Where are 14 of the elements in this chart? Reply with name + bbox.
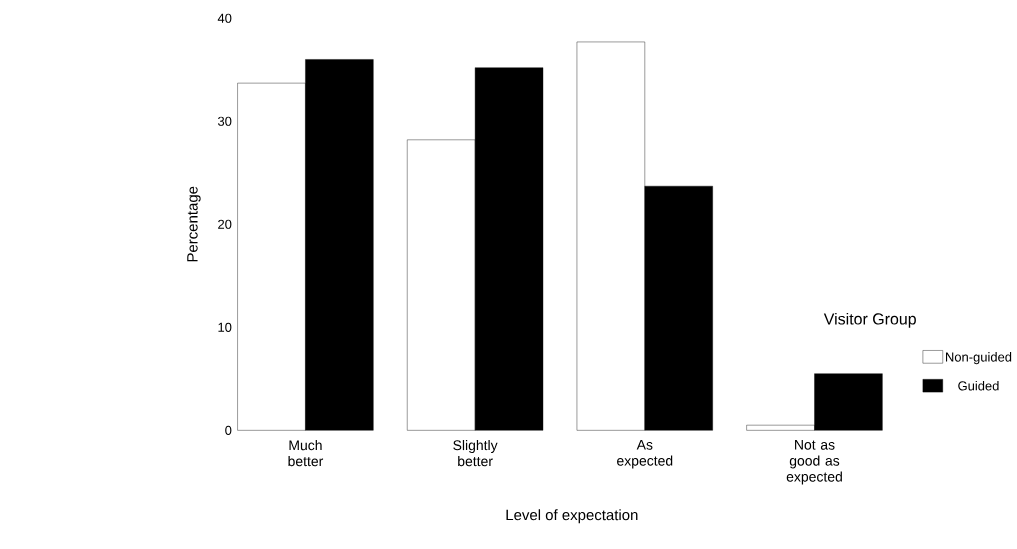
- y-tick-label: 30: [217, 116, 232, 126]
- x-axis-title: Level of expectation: [506, 509, 638, 524]
- y-tick-label: 20: [218, 219, 232, 229]
- x-tick-label: Slightly better: [453, 440, 498, 467]
- x-tick-label: Much better: [288, 440, 324, 467]
- y-axis-title: Percentage: [187, 186, 201, 262]
- x-tick-label: As expected: [617, 440, 673, 469]
- legend-label: Non-guided: [946, 352, 1012, 365]
- legend-label: Guided: [958, 381, 999, 391]
- legend-title: Visitor Group: [823, 312, 916, 328]
- y-tick-label: 10: [218, 322, 232, 332]
- y-tick-label: 40: [217, 13, 232, 23]
- y-tick-label: 0: [225, 425, 232, 436]
- x-tick-label: Not as good as expected: [786, 440, 842, 485]
